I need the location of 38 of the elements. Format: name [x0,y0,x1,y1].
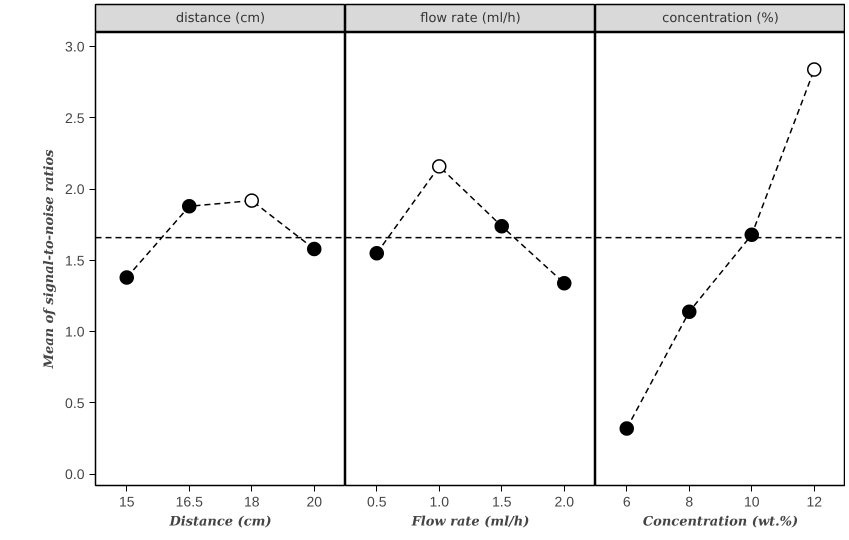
y-tick-label: 0.0 [65,466,85,482]
point [307,242,322,256]
point [120,270,134,285]
x-axis-title: Concentration (wt.%) [642,514,798,530]
y-tick-label: 0.5 [65,394,85,411]
point [557,276,572,290]
y-tick-label: 3.0 [65,38,85,55]
point [744,228,759,242]
x-tick-label: 8 [685,494,694,510]
y-tick-label: 1.0 [65,324,85,340]
x-tick-label: 10 [744,494,760,510]
x-tick-label: 15 [118,494,135,510]
point [432,159,446,174]
point [807,62,822,77]
x-tick-label: 0.5 [367,494,387,510]
y-tick-label: 2.5 [65,110,85,126]
x-tick-label: 20 [306,494,322,510]
chart-title: distance (cm) [176,11,266,26]
point [370,246,384,261]
x-tick-label: 16.5 [176,494,204,510]
x-tick-label: 1.5 [492,494,512,510]
x-tick-label: 2.0 [554,494,574,510]
chart-title: flow rate (ml/h) [420,11,521,26]
y-axis-title: Mean of signal-to-noise ratios [42,148,58,370]
y-tick-label: 1.5 [65,252,85,268]
chart-title: concentration (%) [662,11,779,26]
y-tick-label: 2.0 [65,181,85,198]
x-tick-label: 1.0 [430,494,450,510]
point [494,219,509,234]
x-axis-title: Distance (cm) [168,514,272,530]
x-tick-label: 6 [622,494,631,510]
point [182,199,196,214]
x-axis-title: Flow rate (ml/h) [410,514,530,530]
point [244,193,259,208]
x-tick-label: 12 [806,494,822,510]
point [682,304,696,319]
point [620,421,634,436]
x-tick-label: 18 [244,494,260,510]
